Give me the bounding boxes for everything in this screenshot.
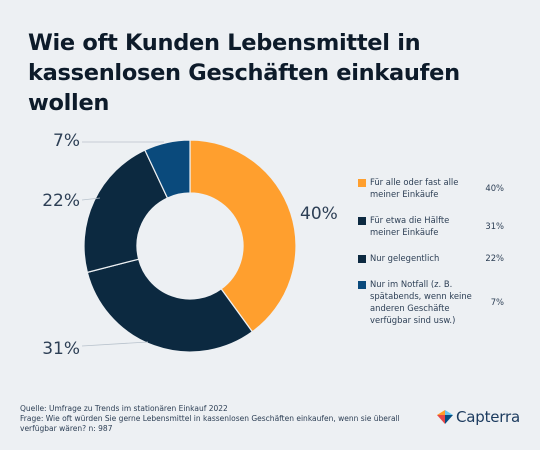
- legend-value-3: 22%: [485, 253, 504, 263]
- legend: Für alle oder fast alle meiner Einkäufe 4…: [358, 176, 508, 326]
- brand-name: Capterra: [456, 408, 520, 426]
- legend-item-1: Für alle oder fast alle meiner Einkäufe 4…: [358, 176, 508, 200]
- slice-label-1: 40%: [300, 204, 338, 224]
- legend-value-2: 31%: [485, 221, 504, 231]
- legend-value-1: 40%: [485, 183, 504, 193]
- legend-item-4: Nur im Notfall (z. B. spätabends, wenn k…: [358, 278, 508, 326]
- leader-line-3: [81, 197, 101, 201]
- brand: Capterra: [437, 408, 520, 426]
- legend-label-4: Nur im Notfall (z. B. spätabends, wenn k…: [370, 279, 472, 325]
- legend-swatch-4: [358, 281, 366, 289]
- slice-label-2: 31%: [42, 339, 80, 359]
- capterra-logo-icon: [437, 410, 453, 424]
- footer-source: Quelle: Umfrage zu Trends im stationären…: [20, 404, 228, 413]
- slice-label-3: 22%: [42, 191, 80, 211]
- legend-swatch-3: [358, 255, 366, 263]
- slice-label-4: 7%: [53, 131, 80, 151]
- donut-slice-1: [189, 139, 297, 333]
- legend-label-1: Für alle oder fast alle meiner Einkäufe: [370, 177, 459, 199]
- donut-slice-4: [144, 139, 191, 199]
- legend-label-3: Nur gelegentlich: [370, 253, 440, 263]
- legend-item-3: Nur gelegentlich 22%: [358, 252, 508, 264]
- donut-slice-2: [86, 258, 254, 353]
- donut-slice-3: [83, 149, 169, 274]
- chart-title: Wie oft Kunden Lebensmittel in kassenlos…: [28, 30, 460, 116]
- legend-value-4: 7%: [490, 297, 504, 307]
- legend-swatch-2: [358, 217, 366, 225]
- footer: Quelle: Umfrage zu Trends im stationären…: [20, 404, 420, 434]
- legend-swatch-1: [358, 179, 366, 187]
- leader-line-2: [81, 341, 149, 347]
- legend-label-2: Für etwa die Hälfte meiner Einkäufe: [370, 215, 450, 237]
- footer-question: Frage: Wie oft würden Sie gerne Lebensmi…: [20, 414, 400, 433]
- legend-item-2: Für etwa die Hälfte meiner Einkäufe 31%: [358, 214, 508, 238]
